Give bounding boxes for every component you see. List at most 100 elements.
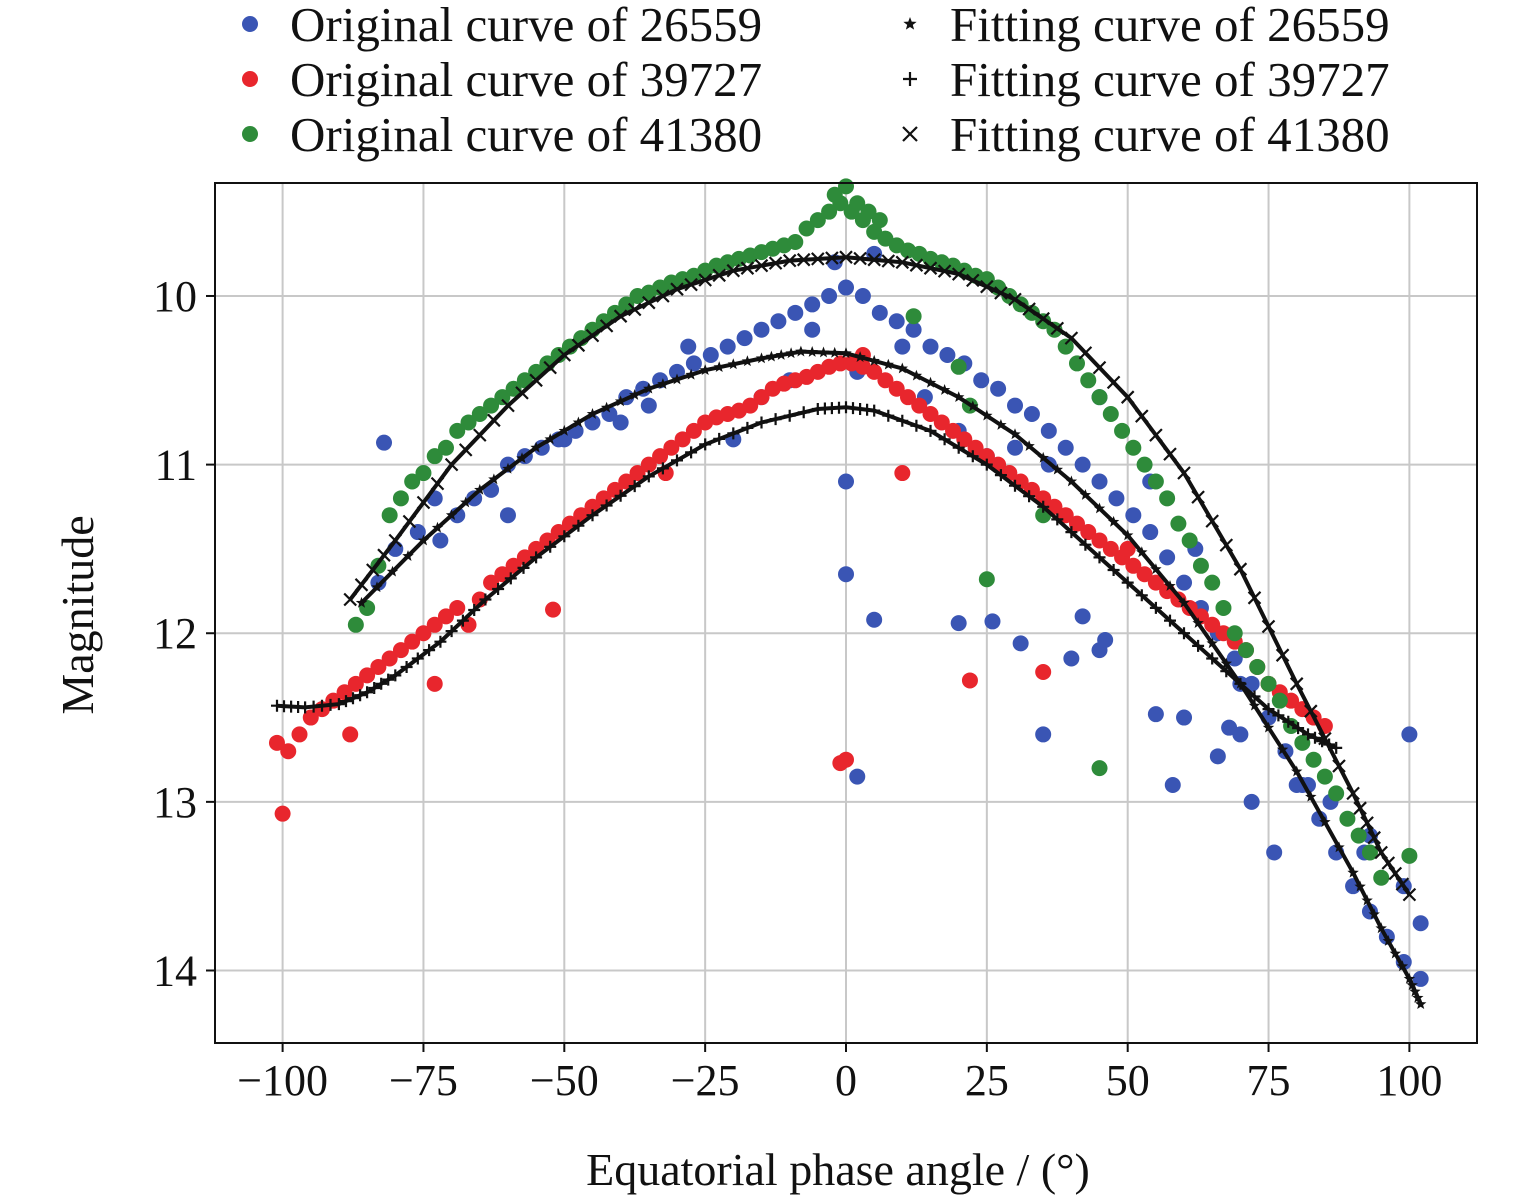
series-2-point [1215, 625, 1232, 642]
marker-shape [840, 347, 852, 359]
series-6-fit-marker [543, 360, 557, 375]
marker-shape [530, 441, 542, 453]
series-6-fit-marker [642, 295, 656, 310]
marker-shape [1065, 475, 1078, 487]
series-3-point [826, 186, 843, 203]
x-tick-label: 25 [965, 1056, 1009, 1105]
marker-shape [1375, 922, 1387, 934]
marker-shape [416, 495, 431, 510]
series-6-fit-marker [585, 328, 600, 343]
series-4-fit-marker [628, 389, 641, 400]
marker-shape [389, 669, 402, 682]
series-4-fit-marker [1389, 947, 1402, 959]
series-2-point [280, 743, 297, 760]
series-5-fit-marker [952, 441, 965, 454]
series-5-fit-marker [400, 661, 413, 673]
series-2-point [832, 355, 849, 372]
series-3-point [426, 448, 443, 465]
series-1-point [849, 768, 866, 785]
marker-shape [371, 581, 383, 593]
series-1-point [1401, 726, 1418, 743]
marker-shape [923, 261, 938, 275]
marker-shape [671, 373, 683, 385]
series-6-fit-marker [1120, 390, 1135, 404]
series-4-fit-marker [806, 346, 818, 357]
marker-shape [1107, 515, 1120, 527]
series-6-fit-marker [1388, 866, 1403, 881]
series-5-fit-marker [938, 433, 951, 446]
x-axis-title: Equatorial phase angle / (°) [586, 1144, 1090, 1195]
series-4-fit-marker [600, 401, 613, 413]
series-1-point [1035, 726, 1052, 743]
series-2-point [629, 465, 646, 482]
series-2-point [1102, 540, 1119, 557]
series-6-fit-marker [1092, 360, 1107, 375]
marker-shape [1205, 514, 1219, 528]
series-3-point [618, 296, 635, 313]
series-5-fit-marker [1234, 677, 1247, 690]
marker-shape [1305, 790, 1317, 802]
marker-shape [1389, 947, 1402, 959]
marker-shape [699, 364, 711, 376]
series-1-point [838, 473, 854, 490]
series-6-fit-marker [951, 267, 966, 281]
series-5-fit-marker [642, 470, 655, 483]
marker-shape [980, 458, 993, 471]
series-5-fit-marker [797, 406, 810, 419]
marker-shape [400, 661, 413, 673]
series-6-fit-marker [458, 443, 473, 457]
series-5-fit-marker [685, 446, 698, 459]
series-6-fit-marker [923, 261, 938, 275]
marker-shape [1206, 652, 1219, 665]
marker-shape [1192, 617, 1204, 628]
marker-shape [572, 416, 585, 428]
series-2-point [933, 414, 950, 431]
series-3-point [1271, 692, 1288, 709]
marker-shape [740, 261, 755, 275]
series-1-point [1147, 706, 1164, 723]
series-1-point [612, 414, 629, 431]
series-4-fit-marker [1037, 451, 1049, 463]
marker-shape [517, 561, 530, 574]
marker-shape [613, 309, 628, 323]
series-5-fit-marker [354, 689, 367, 702]
series-1-point [685, 355, 702, 372]
series-5-fit-marker [769, 413, 782, 426]
series-4-fit-marker [431, 521, 444, 533]
series-4-fit-marker [657, 378, 669, 389]
marker-shape [882, 358, 895, 370]
marker-shape [698, 273, 712, 287]
series-4-fit-marker [1403, 972, 1416, 984]
series-5-fit-marker [980, 458, 993, 471]
series-6-fit-marker [994, 286, 1008, 300]
series-3-point [849, 195, 866, 212]
series-5-fit-marker [504, 572, 517, 585]
series-5-fit-marker [1302, 728, 1314, 741]
x-tick-label: 100 [1376, 1056, 1442, 1105]
marker-shape [423, 644, 436, 657]
marker-shape [1023, 490, 1036, 503]
series-1-point [1412, 970, 1429, 987]
series-5-fit-marker [896, 414, 909, 427]
marker-shape [853, 251, 867, 266]
series-2-point [392, 642, 409, 659]
legend-label: Fitting curve of 39727 [950, 52, 1390, 107]
marker-shape [1149, 601, 1162, 614]
y-tick-label: 12 [153, 609, 197, 658]
series-5-fit-marker [423, 644, 436, 657]
marker-shape [656, 462, 669, 475]
series-2-point [381, 650, 398, 667]
marker-shape [599, 319, 614, 333]
marker-shape [1302, 728, 1314, 741]
marker-shape [867, 252, 881, 267]
series-4-fit-marker [1375, 922, 1387, 934]
marker-shape [938, 384, 951, 395]
series-6-fit-marker [712, 268, 726, 283]
series-4-fit-marker [1009, 428, 1021, 440]
marker-shape [783, 409, 796, 422]
marker-shape [1120, 390, 1135, 404]
series-6-fit-marker [1367, 830, 1381, 845]
marker-shape [726, 263, 741, 278]
series-4-fit-marker [671, 373, 683, 385]
series-5-fit-marker [994, 469, 1007, 482]
